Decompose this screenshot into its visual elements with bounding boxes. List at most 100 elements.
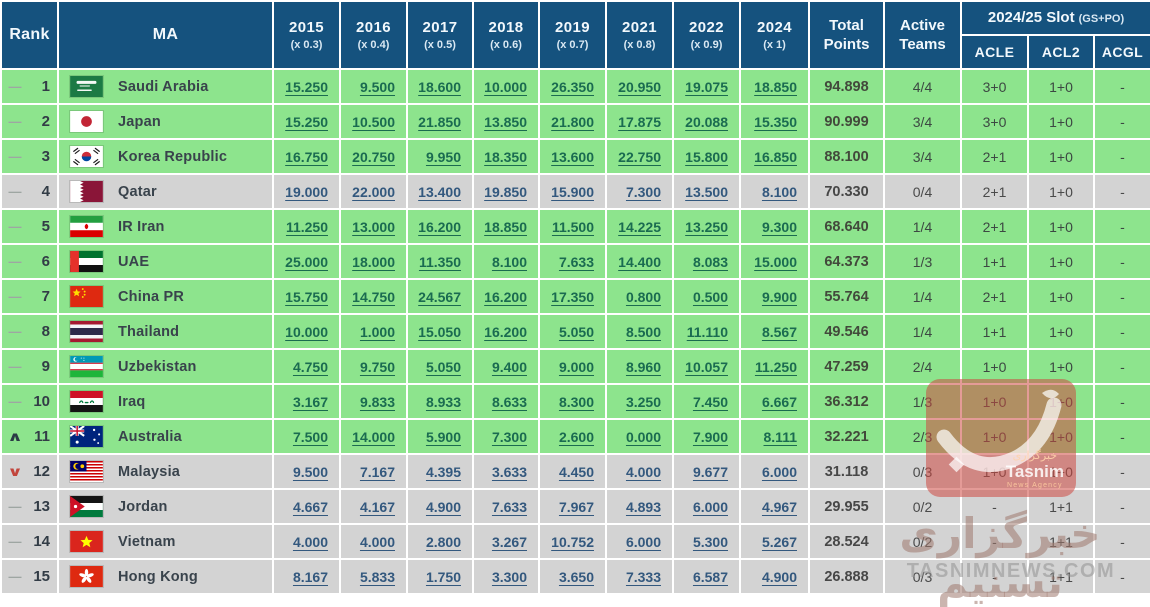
score-2015-cell[interactable]: 10.000 [272, 313, 341, 350]
score-2016-cell[interactable]: 14.750 [339, 278, 408, 315]
score-2021-cell[interactable]: 0.800 [605, 278, 674, 315]
score-2017-cell[interactable]: 4.395 [406, 453, 474, 490]
score-2016-cell[interactable]: 14.000 [339, 418, 408, 455]
score-2019-cell[interactable]: 5.050 [538, 313, 607, 350]
score-2018-cell[interactable]: 16.200 [472, 278, 540, 315]
score-2015-cell[interactable]: 7.500 [272, 418, 341, 455]
score-2022-cell[interactable]: 20.088 [672, 103, 741, 140]
score-2018-cell[interactable]: 7.300 [472, 418, 540, 455]
score-2019-cell[interactable]: 13.600 [538, 138, 607, 175]
score-2018-cell[interactable]: 3.633 [472, 453, 540, 490]
score-2024-cell[interactable]: 9.300 [739, 208, 810, 245]
score-2018-cell[interactable]: 18.850 [472, 208, 540, 245]
score-2024-cell[interactable]: 15.000 [739, 243, 810, 280]
score-2022-cell[interactable]: 7.900 [672, 418, 741, 455]
score-2024-cell[interactable]: 18.850 [739, 68, 810, 105]
score-2018-cell[interactable]: 9.400 [472, 348, 540, 385]
score-2018-cell[interactable]: 3.267 [472, 523, 540, 560]
score-2017-cell[interactable]: 11.350 [406, 243, 474, 280]
score-2022-cell[interactable]: 15.800 [672, 138, 741, 175]
score-2019-cell[interactable]: 7.633 [538, 243, 607, 280]
score-2017-cell[interactable]: 8.933 [406, 383, 474, 420]
score-2015-cell[interactable]: 15.250 [272, 68, 341, 105]
score-2021-cell[interactable]: 22.750 [605, 138, 674, 175]
score-2016-cell[interactable]: 9.750 [339, 348, 408, 385]
score-2016-cell[interactable]: 7.167 [339, 453, 408, 490]
score-2015-cell[interactable]: 15.250 [272, 103, 341, 140]
score-2024-cell[interactable]: 8.111 [739, 418, 810, 455]
score-2017-cell[interactable]: 5.050 [406, 348, 474, 385]
score-2021-cell[interactable]: 8.960 [605, 348, 674, 385]
score-2021-cell[interactable]: 8.500 [605, 313, 674, 350]
score-2018-cell[interactable]: 7.633 [472, 488, 540, 525]
score-2016-cell[interactable]: 9.500 [339, 68, 408, 105]
score-2021-cell[interactable]: 7.300 [605, 173, 674, 210]
score-2021-cell[interactable]: 4.893 [605, 488, 674, 525]
score-2016-cell[interactable]: 4.167 [339, 488, 408, 525]
score-2018-cell[interactable]: 3.300 [472, 558, 540, 595]
score-2017-cell[interactable]: 5.900 [406, 418, 474, 455]
score-2024-cell[interactable]: 6.667 [739, 383, 810, 420]
score-2019-cell[interactable]: 8.300 [538, 383, 607, 420]
score-2016-cell[interactable]: 9.833 [339, 383, 408, 420]
score-2024-cell[interactable]: 6.000 [739, 453, 810, 490]
score-2021-cell[interactable]: 17.875 [605, 103, 674, 140]
score-2015-cell[interactable]: 4.667 [272, 488, 341, 525]
score-2018-cell[interactable]: 8.633 [472, 383, 540, 420]
score-2024-cell[interactable]: 8.567 [739, 313, 810, 350]
score-2017-cell[interactable]: 21.850 [406, 103, 474, 140]
score-2018-cell[interactable]: 10.000 [472, 68, 540, 105]
score-2015-cell[interactable]: 25.000 [272, 243, 341, 280]
score-2022-cell[interactable]: 13.500 [672, 173, 741, 210]
score-2015-cell[interactable]: 3.167 [272, 383, 341, 420]
score-2019-cell[interactable]: 10.752 [538, 523, 607, 560]
score-2021-cell[interactable]: 3.250 [605, 383, 674, 420]
score-2018-cell[interactable]: 13.850 [472, 103, 540, 140]
score-2018-cell[interactable]: 8.100 [472, 243, 540, 280]
score-2024-cell[interactable]: 4.967 [739, 488, 810, 525]
score-2017-cell[interactable]: 1.750 [406, 558, 474, 595]
score-2024-cell[interactable]: 11.250 [739, 348, 810, 385]
score-2024-cell[interactable]: 9.900 [739, 278, 810, 315]
score-2017-cell[interactable]: 9.950 [406, 138, 474, 175]
score-2015-cell[interactable]: 4.000 [272, 523, 341, 560]
score-2019-cell[interactable]: 15.900 [538, 173, 607, 210]
score-2021-cell[interactable]: 14.400 [605, 243, 674, 280]
score-2016-cell[interactable]: 4.000 [339, 523, 408, 560]
score-2017-cell[interactable]: 16.200 [406, 208, 474, 245]
score-2017-cell[interactable]: 24.567 [406, 278, 474, 315]
score-2022-cell[interactable]: 19.075 [672, 68, 741, 105]
score-2024-cell[interactable]: 8.100 [739, 173, 810, 210]
score-2017-cell[interactable]: 18.600 [406, 68, 474, 105]
score-2021-cell[interactable]: 7.333 [605, 558, 674, 595]
score-2019-cell[interactable]: 17.350 [538, 278, 607, 315]
score-2022-cell[interactable]: 7.450 [672, 383, 741, 420]
score-2022-cell[interactable]: 11.110 [672, 313, 741, 350]
score-2024-cell[interactable]: 16.850 [739, 138, 810, 175]
score-2017-cell[interactable]: 2.800 [406, 523, 474, 560]
score-2019-cell[interactable]: 9.000 [538, 348, 607, 385]
score-2022-cell[interactable]: 9.677 [672, 453, 741, 490]
score-2016-cell[interactable]: 1.000 [339, 313, 408, 350]
score-2019-cell[interactable]: 2.600 [538, 418, 607, 455]
score-2021-cell[interactable]: 14.225 [605, 208, 674, 245]
score-2019-cell[interactable]: 26.350 [538, 68, 607, 105]
score-2022-cell[interactable]: 6.587 [672, 558, 741, 595]
score-2019-cell[interactable]: 4.450 [538, 453, 607, 490]
score-2021-cell[interactable]: 4.000 [605, 453, 674, 490]
score-2017-cell[interactable]: 4.900 [406, 488, 474, 525]
score-2015-cell[interactable]: 11.250 [272, 208, 341, 245]
score-2015-cell[interactable]: 9.500 [272, 453, 341, 490]
score-2015-cell[interactable]: 4.750 [272, 348, 341, 385]
score-2022-cell[interactable]: 6.000 [672, 488, 741, 525]
score-2015-cell[interactable]: 15.750 [272, 278, 341, 315]
score-2021-cell[interactable]: 0.000 [605, 418, 674, 455]
score-2015-cell[interactable]: 16.750 [272, 138, 341, 175]
score-2019-cell[interactable]: 7.967 [538, 488, 607, 525]
score-2022-cell[interactable]: 13.250 [672, 208, 741, 245]
score-2024-cell[interactable]: 5.267 [739, 523, 810, 560]
score-2015-cell[interactable]: 8.167 [272, 558, 341, 595]
score-2016-cell[interactable]: 20.750 [339, 138, 408, 175]
score-2016-cell[interactable]: 22.000 [339, 173, 408, 210]
score-2019-cell[interactable]: 3.650 [538, 558, 607, 595]
